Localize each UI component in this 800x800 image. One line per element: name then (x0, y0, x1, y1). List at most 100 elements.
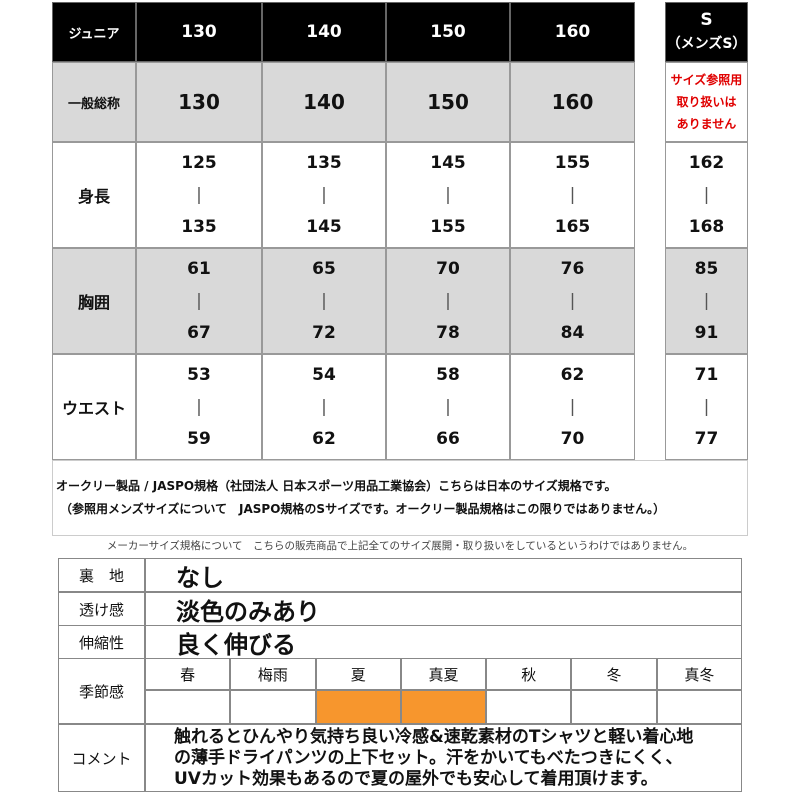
range-separator: | (196, 291, 202, 311)
season-name: 梅雨 (230, 658, 316, 690)
spec-label: 伸縮性 (58, 625, 145, 659)
range-separator: | (321, 397, 327, 417)
range-max: 78 (436, 323, 460, 343)
row-label: ウエスト (52, 354, 136, 460)
range-max: 135 (181, 217, 217, 237)
mens-range: 71 | 77 (665, 354, 748, 460)
range-separator: | (569, 397, 576, 417)
range-min: 58 (436, 365, 460, 385)
season-indicator (571, 690, 657, 724)
spec-label: 裏 地 (58, 558, 145, 592)
mens-note: サイズ参照用 取り扱いはありません (665, 62, 748, 142)
range-min: 155 (554, 153, 591, 173)
range-max: 91 (694, 323, 719, 343)
range-max: 59 (187, 429, 211, 449)
range-min: 70 (436, 259, 460, 279)
range-max: 145 (306, 217, 342, 237)
size-range: 70 | 78 (386, 248, 510, 354)
season-name: 真冬 (656, 658, 742, 690)
size-range: 61 | 67 (136, 248, 262, 354)
season-name: 冬 (571, 658, 657, 690)
row-label: 胸囲 (52, 248, 136, 354)
range-min: 61 (187, 259, 211, 279)
range-separator: | (196, 397, 202, 417)
notes-box: オークリー製品 / JASPO規格（社団法人 日本スポーツ用品工業協会）こちらは… (52, 460, 748, 536)
range-max: 168 (688, 217, 725, 237)
range-max: 165 (554, 217, 591, 237)
size-range: 145 | 155 (386, 142, 510, 248)
range-separator: | (445, 185, 451, 205)
general-size: 150 (386, 62, 510, 142)
range-min: 135 (306, 153, 342, 173)
header-size: 130 (136, 2, 262, 62)
season-name: 秋 (486, 658, 572, 690)
range-min: 71 (694, 365, 719, 385)
range-max: 67 (187, 323, 211, 343)
general-size: 160 (510, 62, 635, 142)
mens-size-sub: （メンズS） (666, 36, 747, 52)
size-range: 54 | 62 (262, 354, 386, 460)
range-separator: | (321, 291, 327, 311)
comment-line: の薄手ドライパンツの上下セット。汗をかいてもべたつきにくく、 (174, 747, 683, 768)
comment-text: 触れるとひんやり気持ち良い冷感&速乾素材のTシャツと軽い着心地 の薄手ドライパンツ… (145, 724, 742, 792)
size-range: 53 | 59 (136, 354, 262, 460)
mens-range: 85 | 91 (665, 248, 748, 354)
season-name: 真夏 (400, 658, 487, 690)
size-range: 62 | 70 (510, 354, 635, 460)
range-separator: | (196, 185, 202, 205)
row-label: 身長 (52, 142, 136, 248)
general-label: 一般総称 (52, 62, 136, 142)
range-min: 65 (312, 259, 336, 279)
note-line: （参照用メンズサイズについて JASPO規格のSサイズです。オークリー製品規格は… (60, 502, 666, 516)
mens-range: 162 | 168 (665, 142, 748, 248)
general-size: 140 (262, 62, 386, 142)
season-indicator (656, 690, 742, 724)
season-indicator (400, 690, 487, 724)
comment-line: 触れるとひんやり気持ち良い冷感&速乾素材のTシャツと軽い着心地 (174, 726, 694, 747)
range-separator: | (703, 291, 710, 311)
header-size: 150 (386, 2, 510, 62)
mens-note-line: ありません (676, 117, 737, 131)
size-range: 125 | 135 (136, 142, 262, 248)
range-min: 76 (560, 259, 585, 279)
range-max: 62 (312, 429, 336, 449)
range-min: 62 (560, 365, 585, 385)
header-mens-size: S （メンズS） (665, 2, 748, 62)
season-name: 春 (145, 658, 231, 690)
range-max: 72 (312, 323, 336, 343)
range-min: 53 (187, 365, 211, 385)
range-min: 85 (694, 259, 719, 279)
range-min: 125 (181, 153, 217, 173)
range-min: 54 (312, 365, 336, 385)
mens-note-line: サイズ参照用 (670, 73, 743, 87)
season-indicator (315, 690, 401, 724)
comment-label: コメント (58, 724, 145, 792)
size-range: 65 | 72 (262, 248, 386, 354)
range-separator: | (445, 397, 451, 417)
season-name: 夏 (315, 658, 401, 690)
comment-line: UVカット効果もあるので夏の屋外でも安心して着用頂けます。 (174, 768, 658, 789)
size-range: 155 | 165 (510, 142, 635, 248)
range-separator: | (569, 185, 576, 205)
size-range: 135 | 145 (262, 142, 386, 248)
general-size: 130 (136, 62, 262, 142)
range-separator: | (703, 397, 710, 417)
footer-note: メーカーサイズ規格について こちらの販売商品で上記全てのサイズ展開・取り扱いをし… (106, 540, 694, 552)
range-min: 145 (430, 153, 466, 173)
range-max: 77 (694, 429, 719, 449)
season-indicator (230, 690, 316, 724)
range-max: 84 (560, 323, 585, 343)
note-line: オークリー製品 / JASPO規格（社団法人 日本スポーツ用品工業協会）こちらは… (56, 479, 617, 493)
season-indicator (486, 690, 572, 724)
range-max: 70 (560, 429, 585, 449)
header-size: 160 (510, 2, 635, 62)
range-separator: | (703, 185, 710, 205)
size-range: 76 | 84 (510, 248, 635, 354)
range-separator: | (321, 185, 327, 205)
header-label: ジュニア (52, 2, 136, 62)
season-label: 季節感 (58, 658, 145, 724)
range-separator: | (569, 291, 576, 311)
range-max: 155 (430, 217, 466, 237)
mens-note-line: 取り扱いは (676, 95, 737, 109)
range-separator: | (445, 291, 451, 311)
